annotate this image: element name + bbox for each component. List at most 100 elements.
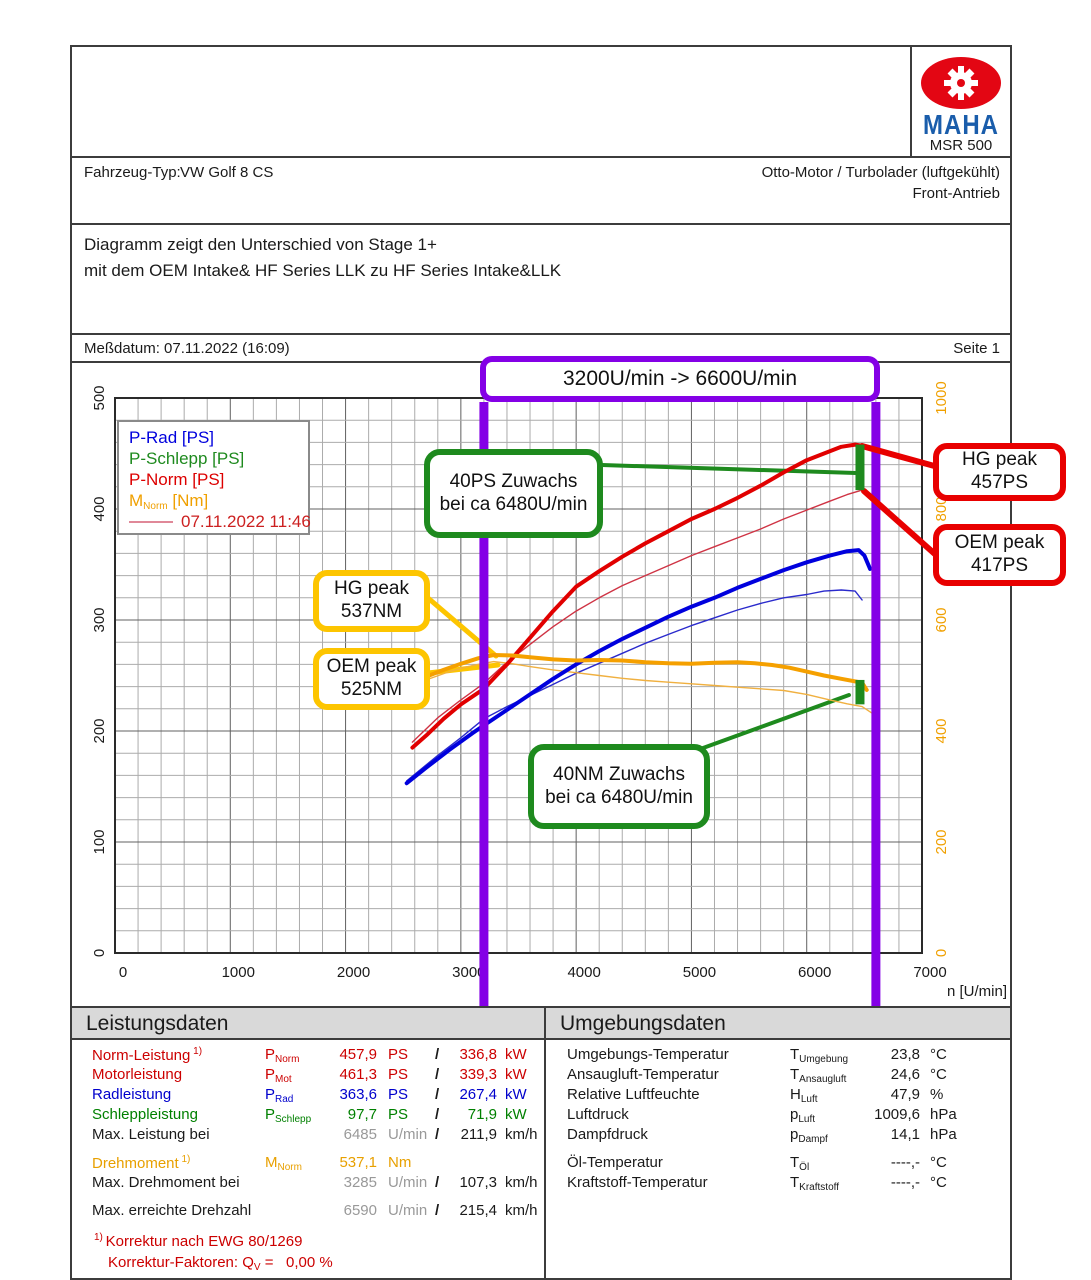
right-axis-tick: 1000 [933,381,950,414]
row-separator: / [435,1066,440,1083]
right-axis-tick: 600 [933,607,950,632]
row-unit-2: km/h [505,1202,538,1219]
curve-p-norm-hg-thick [410,442,865,750]
leistungsdaten-body: Norm-Leistung 1) PNorm 457,9 PS/336,8 kW Moto… [72,1040,544,1278]
table-row: Kraftstoff-Temperatur TKraftstoff ----,- °C [546,1174,1010,1194]
ps-gain-callout: 40PS Zuwachs bei ca 6480U/min [424,449,603,538]
description-box: Diagramm zeigt den Unterschied von Stage… [70,223,1012,335]
oem-peak-ps-line2: 417PS [970,555,1029,576]
oem-peak-nm-line1: OEM peak [326,656,417,678]
row-value-1: ----,- [890,1154,920,1171]
row-value-2: 267,4 [459,1086,497,1103]
row-label: Öl-Temperatur [567,1154,663,1171]
umgebungsdaten-title: Umgebungsdaten [546,1008,1010,1040]
row-value-1: 461,3 [339,1066,377,1083]
row-value-1: ----,- [890,1174,920,1191]
row-separator: / [435,1202,440,1219]
table-row: Öl-Temperatur TÖl ----,- °C [546,1154,1010,1174]
row-symbol: TAnsaugluft [790,1066,847,1085]
row-label: Motorleistung [92,1066,183,1083]
row-separator: / [435,1106,440,1123]
row-value-1: 14,1 [890,1126,920,1143]
rpm-range-text: 3200U/min -> 6600U/min [562,367,798,391]
vehicle-type-value: VW Golf 8 CS [180,164,274,181]
row-label: Drehmoment 1) [92,1154,191,1172]
row-separator: / [435,1174,440,1191]
table-row: Dampfdruck pDampf 14,1 hPa [546,1126,1010,1146]
oem-peak-ps-line1: OEM peak [954,532,1045,554]
table-row: Radleistung PRad 363,6 PS / 267,4 kW [72,1086,544,1106]
row-symbol: PRad [265,1086,294,1105]
leistungsdaten-panel: Leistungsdaten Norm-Leistung 1) PNorm 457,… [70,1006,546,1280]
table-row: Max. Leistung bei 6485 U/min / 211,9 km/h [72,1126,544,1146]
oem-peak-nm-callout: OEM peak 525NM [313,648,430,710]
ps-gain-line2: bei ca 6480U/min [439,493,588,515]
header-box: MAHA MSR 500 [70,45,1012,158]
row-separator: / [435,1126,440,1143]
left-axis-tick: 100 [91,829,108,854]
row-symbol: pDampf [790,1126,828,1145]
maha-logo-word: MAHA [923,109,999,141]
legend-item-2: P-Norm [PS] [129,470,308,491]
row-unit-1: U/min [388,1126,428,1143]
left-axis-tick: 500 [91,385,108,410]
row-value-2: 336,8 [459,1046,497,1063]
row-separator: / [435,1046,440,1063]
row-unit-1: hPa [930,1126,957,1143]
x-axis-tick: 2000 [337,964,370,981]
x-axis-tick: 6000 [798,964,831,981]
row-unit-1: U/min [388,1202,428,1219]
row-value-2: 215,4 [459,1202,497,1219]
legend-line-swatch [129,521,173,523]
left-axis-tick: 300 [91,607,108,632]
x-axis-tick: 3000 [452,964,485,981]
right-axis-tick: 800 [933,496,950,521]
hg-peak-nm-line2: 537NM [340,601,403,622]
umgebungsdaten-panel: Umgebungsdaten Umgebungs-Temperatur TUmge… [544,1006,1012,1280]
row-label: Schleppleistung [92,1106,198,1123]
row-label: Max. erreichte Drehzahl [92,1202,252,1219]
row-label: Radleistung [92,1086,172,1103]
row-label: Max. Drehmoment bei [92,1174,240,1191]
row-value-2: 71,9 [467,1106,497,1123]
left-axis-tick: 400 [91,496,108,521]
hg-peak-ps-callout: HG peak 457PS [933,443,1066,501]
row-unit-2: km/h [505,1174,538,1191]
row-label: Relative Luftfeuchte [567,1086,700,1103]
row-unit-1: % [930,1086,944,1103]
maha-logo-mark [921,57,1001,109]
row-unit-2: kW [505,1066,527,1083]
x-axis-tick: 7000 [913,964,946,981]
legend-item-1: P-Schlepp [PS] [129,449,308,470]
table-row: Max. erreichte Drehzahl 6590 U/min / 215,4 km… [72,1202,544,1222]
hg-peak-nm-line1: HG peak [334,578,409,600]
row-unit-1: Nm [388,1154,412,1171]
row-value-1: 97,7 [347,1106,377,1123]
x-axis-label: n [U/min] [947,983,1007,1000]
row-value-1: 3285 [343,1174,377,1191]
measure-date: Meßdatum: 07.11.2022 (16:09) [84,340,290,357]
table-row: Drehmoment 1) MNorm 537,1 Nm [72,1154,544,1174]
vehicle-box: Fahrzeug-Typ: VW Golf 8 CS Otto-Motor / … [70,156,1012,225]
hg-ps-leader [859,443,941,470]
curve-m-norm-hg-thick [424,653,869,692]
row-value-1: 23,8 [890,1046,920,1063]
row-label: Kraftstoff-Temperatur [567,1174,708,1191]
row-unit-1: PS [388,1046,409,1063]
row-unit-1: °C [930,1174,947,1191]
row-symbol: PSchlepp [265,1106,312,1125]
curve-m-norm-oem-thin [425,660,876,716]
description-line-2: mit dem OEM Intake& HF Series LLK zu HF … [84,261,562,280]
row-unit-2: km/h [505,1126,538,1143]
nm-gain-callout: 40NM Zuwachs bei ca 6480U/min [528,744,710,829]
row-label: Luftdruck [567,1106,629,1123]
x-axis-tick: 4000 [567,964,600,981]
row-separator: / [435,1086,440,1103]
engine-type: Otto-Motor / Turbolader (luftgekühlt) [761,164,1000,181]
table-row: Luftdruck pLuft 1009,6 hPa [546,1106,1010,1126]
right-axis-tick: 200 [933,829,950,854]
oem-peak-ps-callout: OEM peak 417PS [933,524,1066,586]
legend-item-0: P-Rad [PS] [129,428,308,449]
umgebungsdaten-body: Umgebungs-Temperatur TUmgebung 23,8 °C Ansau… [546,1040,1010,1278]
